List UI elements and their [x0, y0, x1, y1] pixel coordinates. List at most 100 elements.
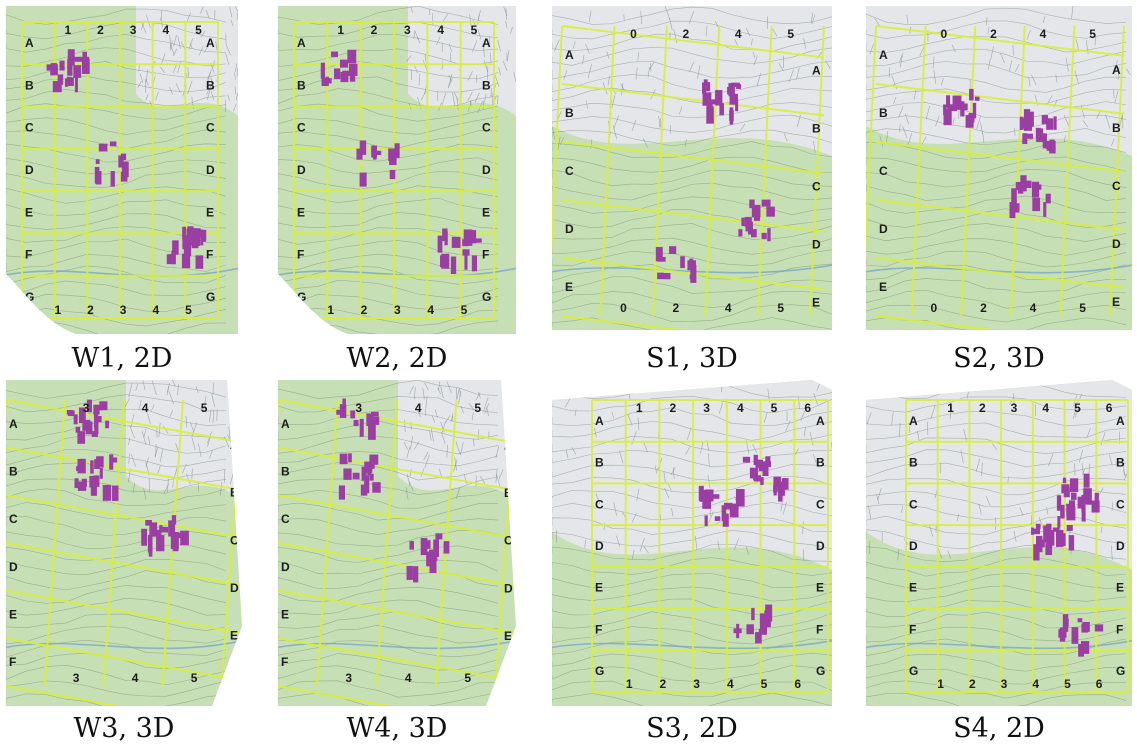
grid-row-label: A [281, 417, 290, 431]
grid-row-label: D [1116, 539, 1125, 553]
panel-caption-w2: W2, 2D [346, 343, 448, 374]
grid-row-label: E [1112, 295, 1120, 309]
grid-row-label: E [1116, 581, 1124, 595]
map-panel-s2-3d: A A B B C C D D E E 0 0 2 2 4 4 5 5 [866, 6, 1132, 330]
grid-row-label: G [816, 664, 825, 678]
grid-col-label: 3 [693, 677, 700, 691]
grid-row-label: G [1116, 664, 1125, 678]
grid-col-label: 5 [191, 671, 198, 685]
grid-col-label: 3 [394, 303, 401, 317]
grid-labels: A A B B C C D D E E 0 0 2 2 4 4 5 5 [565, 27, 821, 315]
grid-row-label: G [909, 664, 918, 678]
grid-row-label: B [812, 122, 821, 136]
grid-row-label: A [482, 36, 491, 50]
grid-col-label: 3 [703, 401, 710, 415]
grid-row-label: E [230, 629, 238, 643]
grid-row-label: G [206, 290, 215, 304]
panel-caption-s1: S1, 3D [646, 343, 738, 374]
grid-labels: A A B B C C D D E E F F G G 1 1 2 2 3 3 4 4 5 5 [297, 23, 491, 317]
grid-row-label: E [812, 296, 820, 310]
grid-row-label: A [879, 48, 888, 62]
grid-col-label: 6 [804, 401, 811, 415]
grid-col-label: 2 [980, 301, 987, 315]
map-area: A A B B C C D D E E F F 3 3 4 4 5 5 [278, 380, 516, 706]
grid-row-label: E [595, 581, 603, 595]
grid-col-label: 6 [1096, 677, 1103, 691]
grid-row-label: C [230, 533, 239, 547]
grid-row-label: D [1112, 237, 1121, 251]
grid-row-label: D [482, 163, 491, 177]
grid-row-label: F [909, 622, 916, 636]
grid-col-label: 1 [937, 677, 944, 691]
grid-col-label: 1 [626, 677, 633, 691]
grid-col-label: 5 [471, 23, 478, 37]
grid-row-label: B [504, 486, 513, 500]
grid-col-label: 4 [725, 301, 732, 315]
grid-labels: A A B B C C D D E E F F G G 1 1 2 2 3 3 4 4 5 5 6 6 [909, 401, 1125, 691]
grid-col-label: 5 [787, 27, 794, 41]
grid-col-label: 2 [87, 303, 94, 317]
grid-row-label: B [909, 456, 918, 470]
grid-row-label: D [909, 539, 918, 553]
grid-row-label: C [504, 534, 513, 548]
grid-row-label: G [297, 290, 306, 304]
grid-row-label: D [230, 581, 239, 595]
grid-col-label: 4 [1030, 301, 1037, 315]
grid-row-label: F [206, 248, 213, 262]
grid-col-label: 2 [97, 23, 104, 37]
map-area: A A B B C C D D E E 0 0 2 2 4 4 5 5 [552, 6, 832, 330]
grid-row-label: E [909, 581, 917, 595]
grid-row-label: B [206, 78, 215, 92]
panel-caption-w4: W4, 3D [346, 713, 448, 744]
marker-cells [698, 454, 789, 644]
grid-col-label: 6 [794, 677, 801, 691]
grid-col-label: 4 [132, 671, 139, 685]
grid-row-label: A [816, 414, 825, 428]
grid-row-label: A [565, 48, 574, 62]
panel-caption-s3: S3, 2D [646, 713, 738, 744]
grid-row-label: A [9, 417, 18, 431]
grid-row-label: B [816, 456, 825, 470]
grid-col-label: 4 [142, 401, 149, 415]
grid-overlay [6, 399, 242, 706]
grid-col-label: 5 [201, 401, 208, 415]
map-panel-s4-2d: A A B B C C D D E E F F G G 1 1 2 2 3 3 4 4 5 5 6 6 [866, 380, 1132, 706]
grid-row-label: A [206, 36, 215, 50]
marker-cells [943, 88, 1057, 219]
grid-col-label: 3 [404, 23, 411, 37]
grid-row-label: F [230, 676, 237, 690]
grid-row-label: B [565, 106, 574, 120]
grid-col-label: 3 [1011, 401, 1018, 415]
panel-caption-s4: S4, 2D [953, 713, 1045, 744]
grid-row-label: B [297, 78, 306, 92]
grid-row-label: D [816, 539, 825, 553]
grid-row-label: E [281, 608, 289, 622]
map-area: A A B B C C D D E E F F G G 1 1 2 2 3 3 4 4 5 5 [6, 6, 238, 334]
grid-overlay [591, 399, 829, 693]
grid-labels: A A B B C C D D E E 0 0 2 2 4 4 5 5 [879, 27, 1121, 315]
river [552, 264, 832, 274]
grid-overlay [278, 399, 516, 706]
grid-col-label: 6 [1106, 401, 1113, 415]
grid-row-label: E [206, 205, 214, 219]
grid-row-label: F [1116, 622, 1123, 636]
grid-row-label: F [595, 622, 602, 636]
grid-row-label: C [281, 512, 290, 526]
grid-col-label: 2 [371, 23, 378, 37]
grid-row-label: D [504, 581, 513, 595]
grid-row-label: D [281, 560, 290, 574]
grid-row-label: F [281, 655, 288, 669]
grid-row-label: B [9, 465, 18, 479]
grid-col-label: 1 [64, 23, 71, 37]
grid-row-label: C [25, 121, 34, 135]
grid-col-label: 4 [735, 27, 742, 41]
map-area: A A B B C C D D E E F F G G 1 1 2 2 3 3 4 4 5 5 [278, 6, 516, 334]
rock-terrain [552, 6, 832, 156]
grid-col-label: 2 [969, 677, 976, 691]
grid-row-label: D [879, 222, 888, 236]
marker-cells [66, 399, 189, 557]
grid-overlay [905, 399, 1129, 693]
map-panel-w1-2d: A A B B C C D D E E F F G G 1 1 2 2 3 3 4 4 5 5 [6, 6, 238, 334]
grid-col-label: 4 [415, 401, 422, 415]
grid-col-label: 1 [54, 303, 61, 317]
